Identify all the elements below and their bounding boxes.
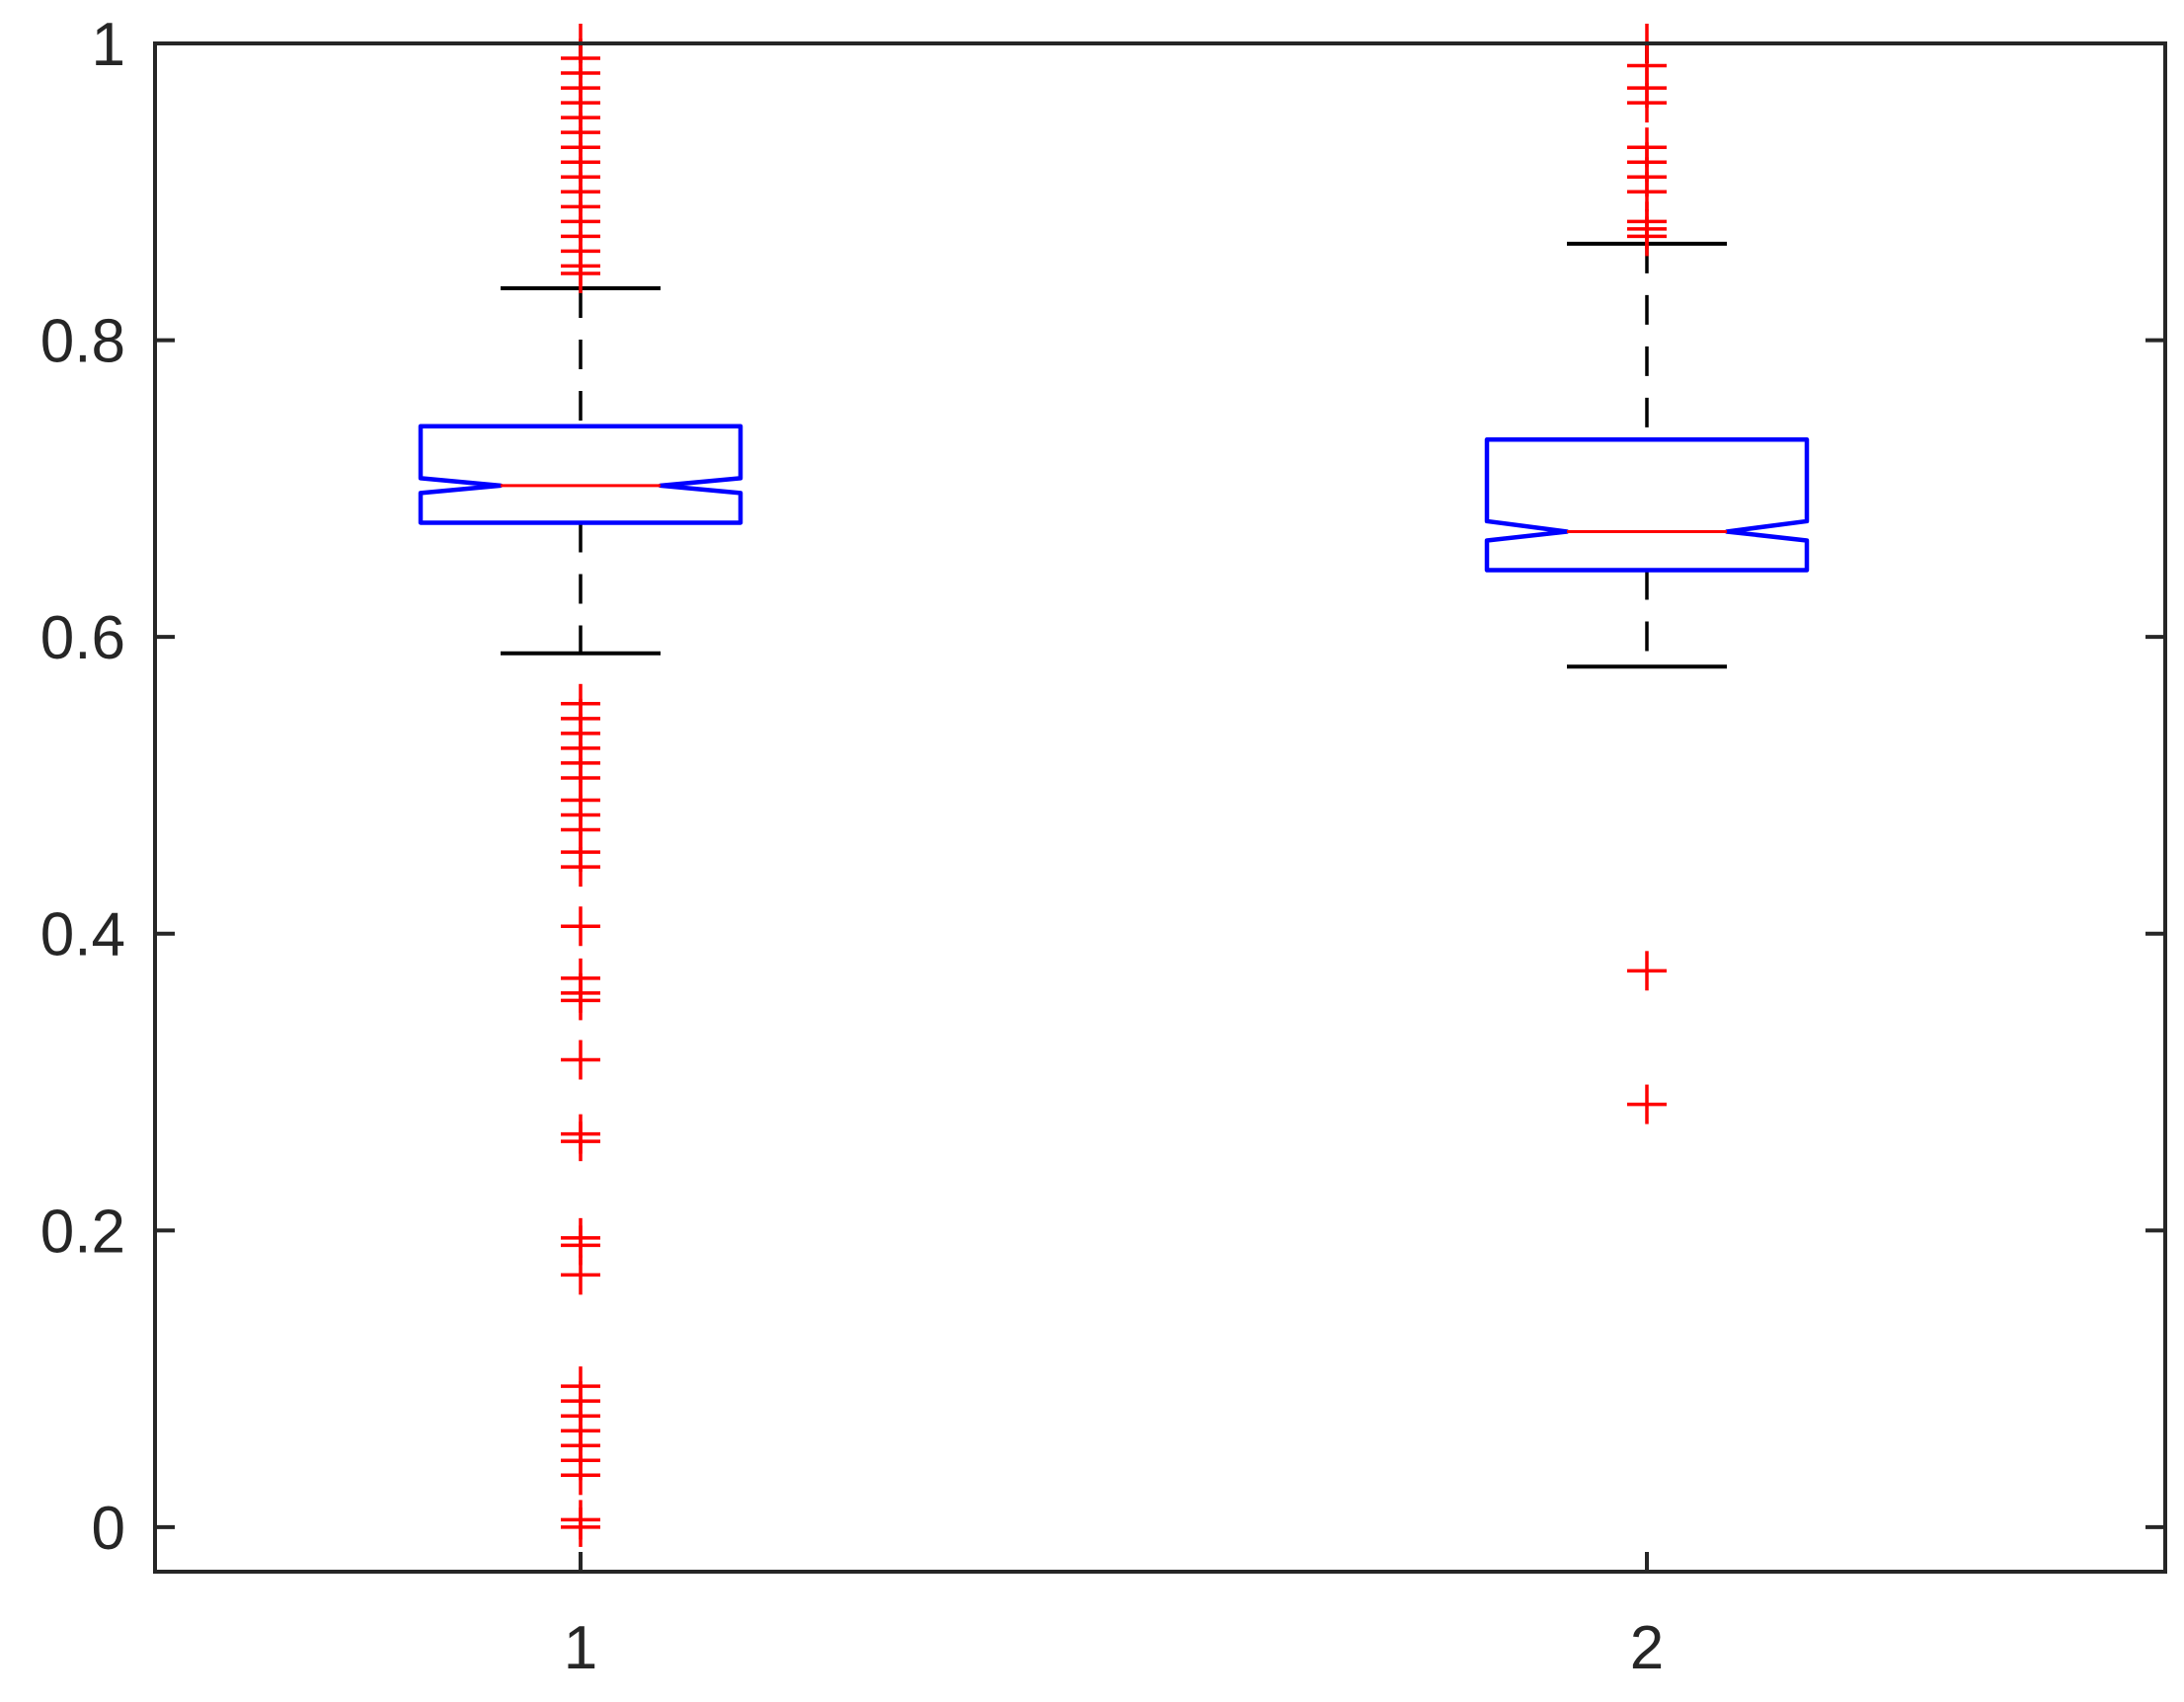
outlier-marker [561,1455,600,1496]
y-tick-label: 0.4 [40,901,125,969]
outlier-marker [561,980,600,1021]
outlier-marker [561,1255,600,1295]
outlier-marker [561,253,600,293]
y-tick-label: 0.6 [40,604,125,672]
y-tick-label: 0 [92,1495,125,1563]
outlier-markers [561,24,1667,1547]
outlier-marker [1627,216,1667,257]
plot-area [155,43,2165,1572]
box-group-1 [418,285,743,656]
outlier-marker [1627,951,1667,991]
outlier-marker [561,1040,600,1080]
outlier-marker [561,847,600,888]
x-tick-label: 2 [1630,1614,1664,1682]
y-tick-label: 0.2 [40,1198,125,1266]
outlier-marker [561,1122,600,1162]
y-tick-label: 0.8 [40,308,125,376]
outlier-marker [1627,1084,1667,1124]
outlier-marker [561,906,600,947]
y-tick-label: 1 [92,11,125,79]
outlier-marker [561,1507,600,1547]
box-group-2 [1484,241,1810,669]
y-tick-labels: 0 0.2 0.4 0.6 0.8 1 [40,11,125,1563]
outlier-marker [1627,83,1667,123]
notched-box [1484,437,1810,573]
notched-box [418,424,743,525]
box-series [418,241,1810,669]
axes-frame [153,41,2167,1574]
x-tick-label: 1 [564,1614,597,1682]
